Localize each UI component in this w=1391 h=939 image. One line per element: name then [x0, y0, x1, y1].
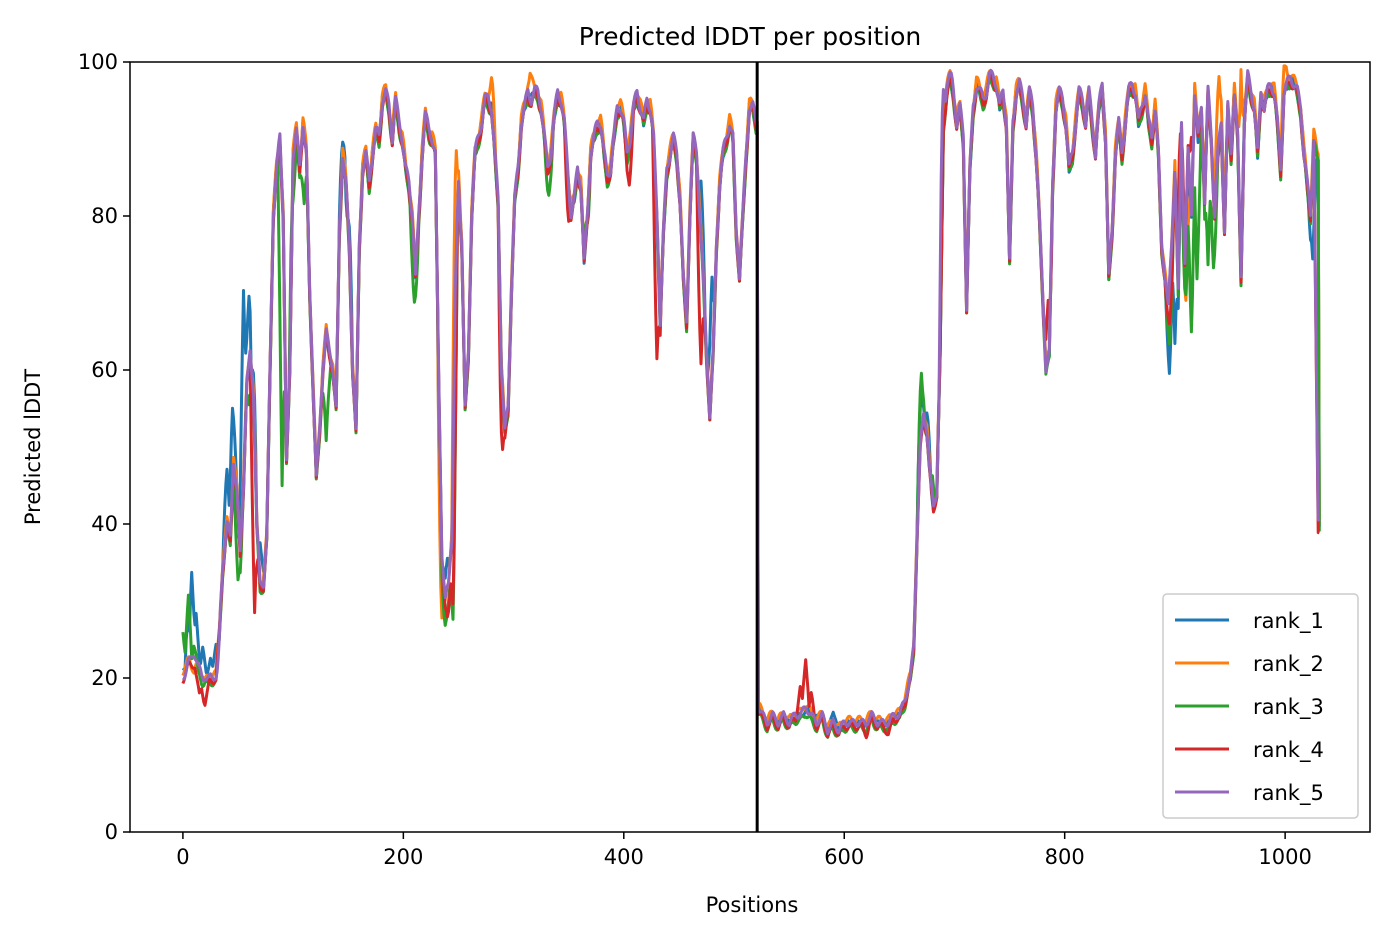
- legend-label-rank_2: rank_2: [1253, 652, 1324, 677]
- x-tick-label: 400: [604, 845, 644, 869]
- y-tick-label: 20: [91, 666, 118, 690]
- plot-frame: [129, 61, 1371, 833]
- legend-label-rank_5: rank_5: [1253, 781, 1324, 806]
- series-group: [181, 64, 1321, 740]
- series-line-rank_5: [181, 68, 1321, 736]
- x-tick-label: 0: [176, 845, 189, 869]
- x-tick-label: 200: [383, 845, 423, 869]
- legend-label-rank_3: rank_3: [1253, 695, 1324, 720]
- y-tick-label: 60: [91, 358, 118, 382]
- x-tick-label: 600: [824, 845, 864, 869]
- legend-box: [1162, 593, 1359, 819]
- legend-label-rank_4: rank_4: [1253, 738, 1324, 763]
- legend-label-rank_1: rank_1: [1253, 609, 1324, 634]
- y-axis-label: Predicted lDDT: [21, 369, 45, 525]
- x-axis: 0 200 400 600 800 1000: [176, 832, 1312, 869]
- legend: rank_1 rank_2 rank_3 rank_4 rank_5: [1162, 593, 1359, 819]
- y-tick-label: 100: [78, 50, 118, 74]
- x-tick-label: 1000: [1258, 845, 1311, 869]
- x-tick-label: 800: [1045, 845, 1085, 869]
- y-axis: 0 20 40 60 80 100: [78, 50, 130, 844]
- y-tick-label: 80: [91, 204, 118, 228]
- chart-title: Predicted lDDT per position: [579, 22, 921, 51]
- x-axis-label: Positions: [706, 893, 799, 917]
- y-tick-label: 0: [105, 820, 118, 844]
- y-tick-label: 40: [91, 512, 118, 536]
